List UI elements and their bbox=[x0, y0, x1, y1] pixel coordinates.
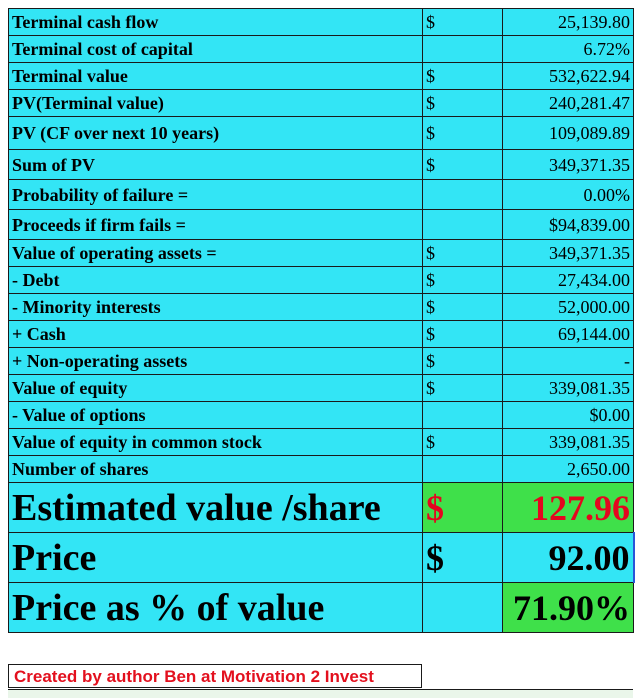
cell-value[interactable]: $0.00 bbox=[502, 401, 634, 429]
cell-currency[interactable] bbox=[422, 209, 503, 240]
cell-value[interactable]: 349,371.35 bbox=[502, 239, 634, 267]
cell-label[interactable]: PV (CF over next 10 years) bbox=[8, 116, 423, 150]
cell-currency[interactable]: $ bbox=[422, 428, 503, 456]
cell-label[interactable]: Estimated value /share bbox=[8, 482, 423, 533]
cell-currency[interactable]: $ bbox=[422, 89, 503, 117]
cell-value[interactable]: 92.00 bbox=[502, 532, 635, 583]
cell-value[interactable]: 532,622.94 bbox=[502, 62, 634, 90]
table-row: - Minority interests $52,000.00 bbox=[8, 293, 634, 321]
credit-line: Created by author Ben at Motivation 2 In… bbox=[8, 664, 422, 688]
table-row: Sum of PV $349,371.35 bbox=[8, 149, 634, 180]
cell-currency[interactable]: $ bbox=[422, 62, 503, 90]
dcf-valuation-table: Terminal cash flow $25,139.80 Terminal cos… bbox=[8, 8, 635, 633]
table-row: Value of equity in common stock $339,081.… bbox=[8, 428, 634, 456]
cell-value[interactable]: 2,650.00 bbox=[502, 455, 634, 483]
table-row: Probability of failure = 0.00% bbox=[8, 179, 634, 210]
cell-currency[interactable]: $ bbox=[422, 482, 503, 533]
cell-label[interactable]: Number of shares bbox=[8, 455, 423, 483]
cell-label[interactable]: Proceeds if firm fails = bbox=[8, 209, 423, 240]
cell-label[interactable]: - Minority interests bbox=[8, 293, 423, 321]
cell-value[interactable]: 52,000.00 bbox=[502, 293, 634, 321]
row-price-as-pct-of-value: Price as % of value 71.90% bbox=[8, 582, 634, 633]
cell-currency[interactable]: $ bbox=[422, 266, 503, 294]
cell-label[interactable]: Price bbox=[8, 532, 423, 583]
cell-currency[interactable]: $ bbox=[422, 149, 503, 180]
cell-label[interactable]: Value of equity bbox=[8, 374, 423, 402]
table-row: Terminal cash flow $25,139.80 bbox=[8, 8, 634, 36]
cell-value[interactable]: 127.96 bbox=[502, 482, 634, 533]
cell-value[interactable]: 25,139.80 bbox=[502, 8, 634, 36]
cell-label[interactable]: Price as % of value bbox=[8, 582, 423, 633]
cell-label[interactable]: - Debt bbox=[8, 266, 423, 294]
cell-currency[interactable]: $ bbox=[422, 239, 503, 267]
cell-value[interactable]: $94,839.00 bbox=[502, 209, 634, 240]
cell-label[interactable]: PV(Terminal value) bbox=[8, 89, 423, 117]
cell-label[interactable]: Sum of PV bbox=[8, 149, 423, 180]
cell-value[interactable]: 69,144.00 bbox=[502, 320, 634, 348]
table-row: - Value of options $0.00 bbox=[8, 401, 634, 429]
next-row-strip bbox=[8, 689, 633, 698]
table-row: Proceeds if firm fails = $94,839.00 bbox=[8, 209, 634, 240]
cell-label[interactable]: Terminal value bbox=[8, 62, 423, 90]
table-row: - Debt $27,434.00 bbox=[8, 266, 634, 294]
cell-value[interactable]: 0.00% bbox=[502, 179, 634, 210]
cell-currency[interactable]: $ bbox=[422, 374, 503, 402]
table-row: PV (CF over next 10 years) $109,089.89 bbox=[8, 116, 634, 150]
table-row: + Cash $69,144.00 bbox=[8, 320, 634, 348]
table-row: Value of operating assets = $349,371.35 bbox=[8, 239, 634, 267]
cell-currency[interactable]: $ bbox=[422, 8, 503, 36]
table-row: Terminal value $532,622.94 bbox=[8, 62, 634, 90]
cell-currency[interactable] bbox=[422, 179, 503, 210]
row-price: Price $ 92.00 bbox=[8, 532, 635, 583]
cell-label[interactable]: + Non-operating assets bbox=[8, 347, 423, 375]
cell-label[interactable]: + Cash bbox=[8, 320, 423, 348]
table-row: PV(Terminal value) $240,281.47 bbox=[8, 89, 634, 117]
table-row: Value of equity $339,081.35 bbox=[8, 374, 634, 402]
cell-value[interactable]: 27,434.00 bbox=[502, 266, 634, 294]
cell-currency[interactable] bbox=[422, 455, 503, 483]
cell-label[interactable]: Value of equity in common stock bbox=[8, 428, 423, 456]
table-row: Terminal cost of capital 6.72% bbox=[8, 35, 634, 63]
valuation-rows: Terminal cash flow $25,139.80 Terminal cos… bbox=[8, 8, 635, 633]
cell-value[interactable]: 6.72% bbox=[502, 35, 634, 63]
cell-value[interactable]: 349,371.35 bbox=[502, 149, 634, 180]
cell-currency[interactable] bbox=[422, 582, 503, 633]
cell-label[interactable]: Terminal cost of capital bbox=[8, 35, 423, 63]
cell-currency[interactable] bbox=[422, 35, 503, 63]
cell-value[interactable]: 109,089.89 bbox=[502, 116, 634, 150]
cell-value[interactable]: 71.90% bbox=[502, 582, 634, 633]
cell-currency[interactable]: $ bbox=[422, 116, 503, 150]
cell-currency[interactable]: $ bbox=[422, 532, 503, 583]
cell-currency[interactable]: $ bbox=[422, 293, 503, 321]
cell-currency[interactable]: $ bbox=[422, 320, 503, 348]
table-row: + Non-operating assets $ - bbox=[8, 347, 634, 375]
cell-value[interactable]: 339,081.35 bbox=[502, 374, 634, 402]
cell-value[interactable]: 339,081.35 bbox=[502, 428, 634, 456]
cell-label[interactable]: Probability of failure = bbox=[8, 179, 423, 210]
cell-value[interactable]: - bbox=[502, 347, 634, 375]
cell-value[interactable]: 240,281.47 bbox=[502, 89, 634, 117]
cell-label[interactable]: Terminal cash flow bbox=[8, 8, 423, 36]
cell-currency[interactable] bbox=[422, 401, 503, 429]
cell-label[interactable]: - Value of options bbox=[8, 401, 423, 429]
cell-currency[interactable]: $ bbox=[422, 347, 503, 375]
cell-label[interactable]: Value of operating assets = bbox=[8, 239, 423, 267]
row-estimated-value: Estimated value /share $ 127.96 bbox=[8, 482, 634, 533]
table-row: Number of shares 2,650.00 bbox=[8, 455, 634, 483]
